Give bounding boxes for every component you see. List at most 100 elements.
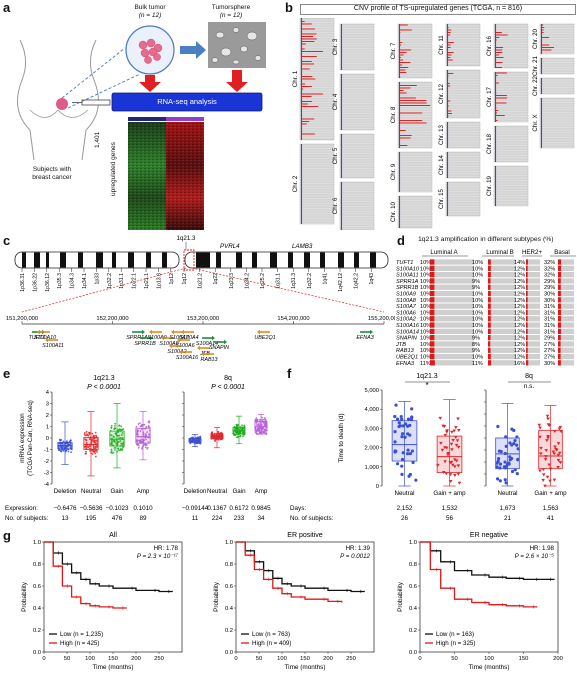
boxplot-f-right: Neutral Gain + amp 8q	[484, 373, 567, 497]
data-point	[210, 437, 213, 440]
chart-title: 8q	[224, 375, 232, 382]
data-point	[147, 436, 149, 439]
data-point	[197, 438, 200, 441]
data-point	[241, 430, 244, 432]
cell-bg	[526, 278, 540, 284]
cnv-chr2: Chr. 2	[292, 143, 335, 225]
expression-value: 0.6172	[229, 505, 249, 512]
subject-count: 89	[139, 515, 147, 522]
cell-fill	[488, 309, 491, 316]
arrowhead-icon	[177, 337, 180, 343]
data-point	[449, 442, 454, 446]
y-axis-label: Probability	[397, 581, 404, 612]
data-point	[556, 458, 561, 462]
band-label: 1p35.3	[57, 273, 63, 289]
data-point	[539, 452, 543, 456]
data-point	[499, 449, 503, 454]
row-value: 10%	[472, 292, 483, 298]
cnv-block	[339, 73, 375, 131]
data-point	[122, 443, 125, 446]
km-g-erneg: 0.0 0.2 0.4 0.6 0.8 1.0 0 50 100 150 200 Time (mont…	[397, 532, 563, 671]
box-deletion	[57, 421, 73, 465]
data-point	[95, 436, 98, 439]
data-point	[193, 442, 196, 445]
data-point	[113, 436, 115, 438]
row-value: 31%	[544, 323, 555, 329]
subtype-header: Basal	[554, 249, 569, 256]
cell-bg	[558, 259, 574, 265]
gene-label: S100A7	[169, 335, 189, 341]
data-point	[455, 439, 460, 443]
band-label: 1p22.1	[132, 273, 138, 289]
data-point	[196, 438, 199, 441]
row-value: 10%	[472, 329, 483, 335]
data-point	[450, 448, 454, 452]
subtype-row: SNAPIN 10% 9% 12% 29%	[396, 335, 574, 342]
chart-title: 1q21.3	[416, 373, 438, 380]
data-point	[120, 434, 123, 436]
gene-s100a8: S100A8	[159, 335, 179, 347]
row-value: 10%	[472, 317, 483, 323]
data-point	[456, 417, 460, 421]
arrow-down-icon	[139, 75, 161, 92]
box-neutral	[210, 427, 224, 449]
data-point	[496, 459, 500, 464]
row-gene: S100A14	[396, 329, 419, 335]
p-value: P < 0.0001	[211, 384, 245, 391]
cell-fill	[430, 284, 435, 290]
data-point	[211, 433, 214, 436]
data-point	[139, 422, 141, 425]
data-point	[262, 421, 265, 424]
cnv-block	[299, 143, 335, 225]
cnv-chr18: Chr. 18	[486, 125, 529, 163]
chromosome-label: Chr. 13	[438, 124, 445, 145]
gene-label: SPRR1A	[126, 335, 148, 341]
y-tick-label: -2	[44, 459, 49, 465]
data-point	[62, 448, 64, 451]
cell-fill	[558, 328, 561, 334]
data-point	[538, 426, 542, 430]
y-tick-label: 4	[46, 390, 50, 396]
data-point	[449, 460, 454, 464]
g-band	[46, 252, 49, 268]
data-point	[399, 414, 403, 419]
chromosome-ideogram	[14, 249, 389, 271]
data-point	[121, 436, 124, 439]
data-point	[395, 417, 400, 421]
box-iqr	[538, 429, 563, 470]
cell-bg	[558, 316, 574, 322]
arrowhead-icon	[201, 351, 204, 357]
cell-bg	[488, 360, 516, 366]
row-gene: S100A16	[396, 323, 420, 329]
row-gene: S100A2	[396, 317, 417, 323]
subtype-row: S100A2 10% 10% 12% 31%	[396, 316, 574, 323]
cnv-chr10: Chr. 10	[390, 195, 433, 229]
data-point	[137, 444, 140, 447]
data-point	[393, 440, 397, 444]
cnv-chr8: Chr. 8	[390, 81, 433, 149]
cell-bg	[558, 284, 574, 290]
data-point	[110, 450, 113, 452]
data-point	[439, 441, 443, 445]
data-point	[393, 414, 397, 419]
gene-label: S100A10	[34, 335, 56, 341]
cell-bg	[526, 347, 540, 353]
y-tick-label: 1	[46, 425, 49, 431]
data-point	[146, 447, 149, 450]
cell-fill	[558, 341, 561, 347]
row-value: 12%	[514, 310, 525, 316]
data-point	[142, 444, 145, 447]
cell-bg	[526, 259, 540, 265]
p-value: P = 0.0012	[340, 553, 370, 560]
cell-fill	[526, 272, 528, 278]
data-point	[120, 425, 123, 428]
data-point	[241, 424, 243, 427]
chromosome-label: Chr. 20	[532, 28, 539, 49]
data-point	[450, 463, 455, 467]
data-point	[495, 465, 499, 469]
gene-label: RAB13	[200, 357, 217, 363]
y-tick-label: 0	[376, 484, 379, 490]
data-point	[122, 438, 125, 441]
legend-label: Low (n = 763)	[252, 631, 290, 638]
